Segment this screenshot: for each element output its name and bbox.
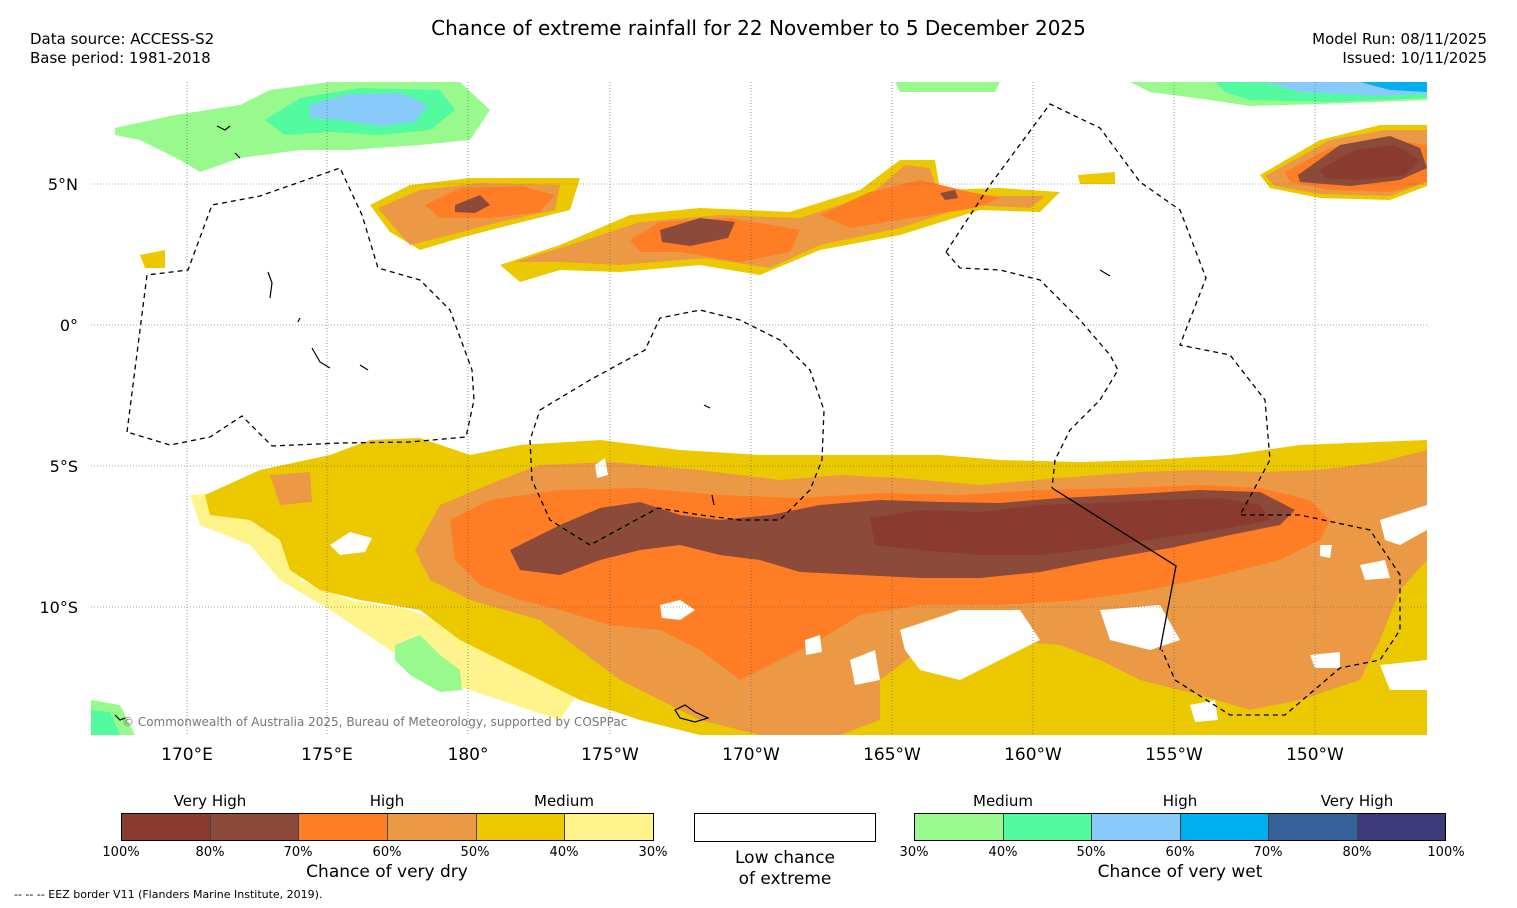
wet-cat-medium: Medium — [973, 792, 1033, 810]
wet-region-south-west-mid — [91, 710, 120, 735]
dry-swatch-2 — [210, 814, 300, 840]
dry-tick-60: 60% — [372, 845, 402, 860]
boundary-line — [1051, 487, 1177, 651]
eez-borders — [126, 103, 1401, 716]
grid-lines — [91, 82, 1427, 735]
dry-swatch-1 — [122, 814, 211, 840]
neutral-legend-title: Low chance of extreme — [685, 848, 885, 890]
meta-left: Data source: ACCESS-S2 Base period: 1981… — [30, 30, 214, 68]
wet-colorbar — [914, 813, 1446, 841]
lon-label-175w: 175°W — [581, 745, 639, 765]
lat-label-5n: 5°N — [47, 175, 78, 194]
dry-swatch-4 — [388, 814, 477, 840]
dry-extreme-north-band — [1320, 145, 1420, 180]
data-source: Data source: ACCESS-S2 — [30, 30, 215, 48]
wet-cat-high: High — [1162, 792, 1198, 810]
base-period: Base period: 1981-2018 — [30, 49, 211, 67]
wet-region-south-west — [91, 635, 462, 735]
lat-label-5s: 5°S — [49, 457, 78, 476]
meta-right: Model Run: 08/11/2025 Issued: 10/11/2025 — [1312, 30, 1487, 68]
lon-label-170e: 170°E — [161, 745, 213, 765]
wet-tick-80: 80% — [1342, 845, 1372, 860]
copyright-notice: © Commonwealth of Australia 2025, Bureau… — [122, 715, 628, 729]
dry-colorbar — [121, 813, 654, 841]
lon-label-175e: 175°E — [301, 745, 353, 765]
lon-label-180: 180° — [447, 745, 489, 765]
lon-label-155w: 155°W — [1145, 745, 1203, 765]
dry-tick-100: 100% — [102, 845, 140, 860]
wet-legend-title: Chance of very wet — [1097, 862, 1263, 882]
wet-tick-60: 60% — [1165, 845, 1195, 860]
dry-swatch-6 — [565, 814, 654, 840]
wet-swatch-2 — [1003, 814, 1092, 840]
dry-swatch-5 — [476, 814, 566, 840]
neutral-title-line2: of extreme — [738, 869, 832, 889]
islands — [114, 125, 1111, 723]
dry-cat-high: High — [369, 792, 405, 810]
wet-swatch-3 — [1092, 814, 1181, 840]
wet-tick-70: 70% — [1253, 845, 1283, 860]
wet-tick-100: 100% — [1427, 845, 1465, 860]
lon-label-165w: 165°W — [863, 745, 921, 765]
wet-cat-very-high: Very High — [1320, 792, 1394, 810]
wet-tick-30: 30% — [899, 845, 929, 860]
dry-cat-very-high: Very High — [173, 792, 247, 810]
wet-tick-50: 50% — [1076, 845, 1106, 860]
dry-cat-medium: Medium — [534, 792, 594, 810]
dry-tick-50: 50% — [460, 845, 490, 860]
wet-region-north-east-high — [1360, 82, 1427, 92]
wet-swatch-5 — [1269, 814, 1358, 840]
wet-tick-40: 40% — [988, 845, 1018, 860]
lat-label-equator: 0° — [59, 316, 78, 335]
dry-tick-30: 30% — [638, 845, 668, 860]
dry-swatch-3 — [299, 814, 389, 840]
neutral-swatch — [694, 813, 876, 842]
lat-label-10s: 10°S — [39, 598, 78, 617]
map-plot-area — [91, 82, 1427, 735]
model-run: Model Run: 08/11/2025 — [1312, 30, 1487, 48]
wet-region-north-west-core — [310, 93, 428, 126]
lon-label-160w: 160°W — [1004, 745, 1062, 765]
eez-border-note: -- -- -- EEZ border V11 (Flanders Marine… — [14, 888, 323, 901]
dry-legend-title: Chance of very dry — [306, 862, 468, 882]
wet-swatch-6 — [1357, 814, 1445, 840]
dry-tick-80: 80% — [195, 845, 225, 860]
dry-tick-70: 70% — [283, 845, 313, 860]
lon-label-150w: 150°W — [1286, 745, 1344, 765]
issued-date: Issued: 10/11/2025 — [1342, 49, 1487, 67]
neutral-title-line1: Low chance — [735, 848, 835, 868]
wet-swatch-1 — [915, 814, 1004, 840]
lon-label-170w: 170°W — [722, 745, 780, 765]
dry-extreme-south-band — [870, 498, 1270, 555]
wet-swatch-4 — [1180, 814, 1269, 840]
dry-tick-40: 40% — [549, 845, 579, 860]
chart-title: Chance of extreme rainfall for 22 Novemb… — [431, 16, 1086, 40]
